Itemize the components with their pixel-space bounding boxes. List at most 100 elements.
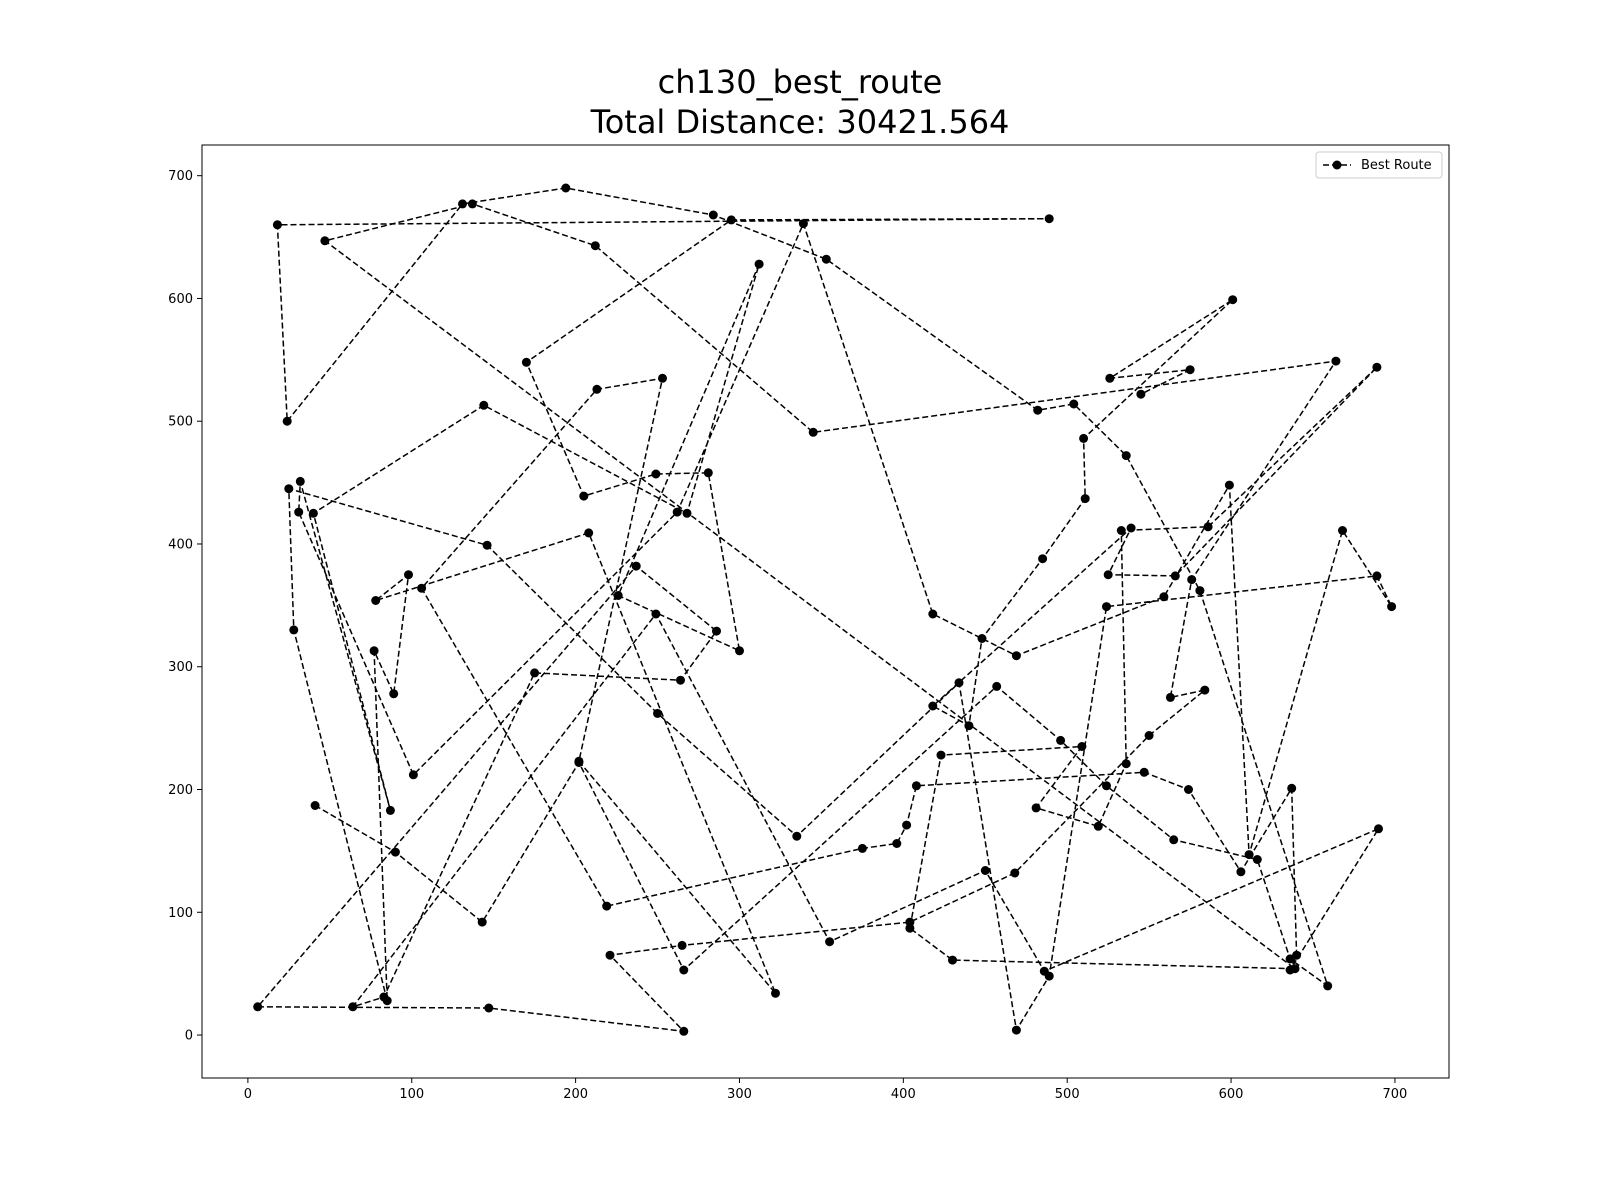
route-point: [992, 681, 1002, 691]
route-point: [977, 634, 987, 643]
route-point: [1077, 742, 1087, 751]
x-tick-label: 700: [1383, 1087, 1408, 1102]
route-point: [308, 508, 318, 518]
y-tick-label: 400: [168, 537, 193, 552]
route-point: [708, 210, 718, 220]
route-point: [1105, 373, 1115, 383]
route-point: [605, 950, 615, 960]
route-series: [253, 183, 1397, 1036]
route-point: [482, 540, 492, 550]
route-point: [477, 917, 487, 927]
route-point: [651, 469, 661, 479]
legend-marker-sample: [1332, 160, 1342, 170]
x-axis: 0 100 200 300 400 500 600 700: [244, 1078, 1408, 1102]
route-point: [282, 416, 292, 426]
route-point: [754, 259, 764, 269]
route-point: [574, 756, 584, 766]
y-tick-label: 600: [168, 292, 193, 307]
route-point: [1169, 835, 1179, 845]
route-point: [1031, 803, 1041, 813]
x-tick-label: 0: [244, 1087, 252, 1102]
route-point: [1236, 867, 1246, 877]
route-point: [1093, 821, 1103, 831]
route-point: [1203, 522, 1213, 532]
route-point: [561, 183, 571, 193]
route-point: [653, 708, 662, 718]
route-point: [677, 940, 687, 950]
route-point: [310, 801, 320, 810]
route-point: [631, 561, 641, 571]
route-point: [467, 199, 477, 209]
legend-label: Best Route: [1361, 158, 1432, 173]
route-point: [289, 625, 299, 635]
route-point: [672, 507, 682, 517]
route-point: [821, 254, 831, 264]
route-point: [379, 992, 389, 1002]
route-point: [857, 843, 867, 853]
route-point: [1079, 433, 1089, 443]
route-point: [389, 689, 399, 699]
route-point: [905, 923, 915, 933]
route-point: [936, 750, 946, 760]
route-point: [1338, 526, 1347, 535]
legend: Best Route: [1315, 151, 1443, 179]
route-point: [1228, 295, 1238, 305]
route-point: [1102, 781, 1111, 791]
x-tick-label: 300: [727, 1087, 752, 1102]
route-point: [592, 384, 602, 394]
route-point: [771, 988, 780, 998]
route-point: [371, 596, 381, 605]
route-point: [1011, 1025, 1021, 1035]
route-point: [1033, 405, 1043, 415]
route-point: [284, 484, 294, 494]
route-point: [1372, 362, 1382, 372]
route-point: [1011, 651, 1021, 661]
route-point: [579, 491, 589, 501]
route-point: [458, 199, 467, 209]
route-point: [712, 626, 721, 636]
route-point: [417, 583, 427, 593]
route-point: [294, 507, 304, 517]
route-point: [1290, 964, 1300, 974]
route-line: [256, 187, 1393, 1033]
route-point: [1170, 571, 1180, 581]
route-point: [679, 965, 689, 975]
route-point: [1121, 759, 1131, 769]
x-tick-label: 400: [891, 1087, 916, 1102]
route-point: [735, 646, 744, 656]
y-tick-label: 0: [185, 1029, 193, 1044]
route-point: [892, 839, 902, 848]
route-point: [1144, 731, 1154, 740]
route-point: [825, 937, 835, 947]
route-point: [408, 770, 418, 780]
route-point: [1139, 767, 1149, 777]
route-point: [530, 668, 540, 678]
route-point: [404, 570, 413, 580]
route-point: [948, 955, 957, 965]
route-point: [385, 805, 395, 815]
route-point: [1038, 554, 1048, 564]
plot-area-frame: [201, 144, 1450, 1079]
route-point: [295, 476, 305, 486]
route-point: [1200, 685, 1210, 695]
route-point: [590, 241, 600, 251]
route-point: [658, 373, 667, 383]
route-point: [253, 1002, 263, 1012]
route-point: [1287, 783, 1297, 793]
route-point: [1165, 692, 1175, 702]
route-point: [1080, 494, 1090, 504]
route-point: [1372, 571, 1382, 581]
route-point: [1116, 526, 1126, 535]
route-point: [798, 219, 808, 229]
route-point: [980, 866, 990, 875]
route-point: [1185, 365, 1195, 375]
route-point: [390, 847, 400, 857]
route-point: [1224, 480, 1234, 490]
x-tick-label: 200: [563, 1087, 588, 1102]
route-point: [954, 678, 964, 688]
x-tick-label: 500: [1055, 1087, 1080, 1102]
y-tick-label: 100: [168, 906, 193, 921]
route-point: [1184, 785, 1193, 794]
route-point: [602, 901, 612, 911]
route-point: [584, 528, 594, 538]
